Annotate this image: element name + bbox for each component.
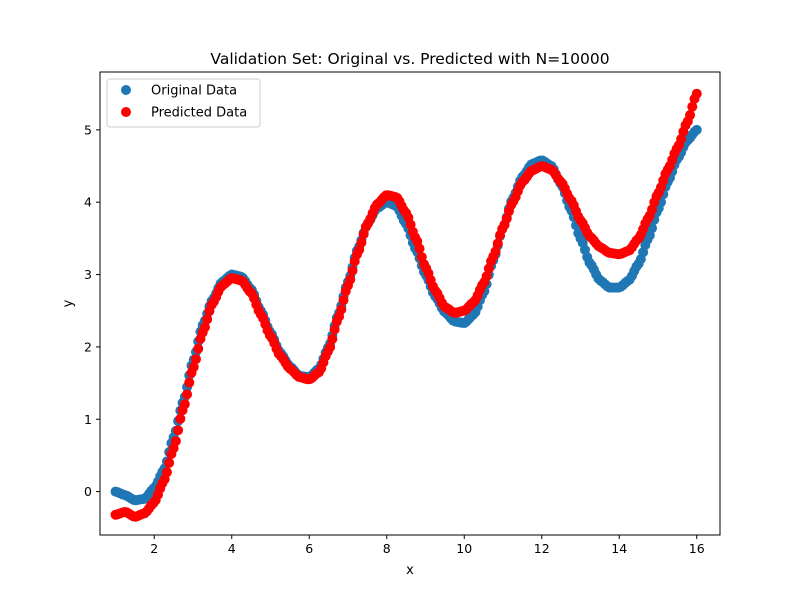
- predicted-data-point: [414, 243, 425, 254]
- predicted-data-point: [327, 334, 338, 345]
- predicted-data-point: [190, 354, 201, 365]
- predicted-data-point: [193, 343, 204, 354]
- legend-marker-predicted: [121, 107, 131, 117]
- predicted-data-point: [336, 304, 347, 315]
- y-tick-label: 4: [84, 195, 92, 210]
- predicted-data-point: [188, 361, 199, 372]
- legend-label-original: Original Data: [151, 84, 237, 99]
- chart-title: Validation Set: Original vs. Predicted w…: [210, 50, 609, 68]
- x-tick-label: 10: [456, 541, 472, 556]
- x-tick-label: 2: [150, 541, 158, 556]
- predicted-data-point: [173, 425, 184, 436]
- predicted-data-point: [329, 324, 340, 335]
- predicted-data-point: [182, 389, 193, 400]
- legend-marker-original: [121, 85, 131, 95]
- plot-frame: [99, 71, 721, 536]
- y-axis-ticks: 0 1 2 3 4 5: [84, 122, 100, 499]
- predicted-data-point: [184, 377, 195, 388]
- predicted-data-point: [490, 246, 501, 257]
- y-axis-label: y: [61, 299, 76, 307]
- x-axis-label: x: [406, 563, 414, 578]
- x-tick-label: 4: [228, 541, 236, 556]
- predicted-data-point: [202, 314, 213, 325]
- predicted-data-point: [685, 110, 696, 121]
- x-tick-label: 8: [383, 541, 391, 556]
- predicted-data-point: [175, 413, 186, 424]
- x-tick-label: 12: [534, 541, 550, 556]
- predicted-data-point: [356, 237, 367, 248]
- predicted-data-point: [179, 399, 190, 410]
- original-data-point: [691, 124, 702, 135]
- y-tick-label: 2: [84, 339, 92, 354]
- legend-label-predicted: Predicted Data: [151, 106, 247, 121]
- predicted-data-point: [338, 295, 349, 306]
- predicted-data-point: [691, 88, 702, 99]
- predicted-data-point: [161, 467, 172, 478]
- plot-points: [110, 88, 702, 522]
- legend-box: [106, 78, 261, 128]
- y-tick-label: 0: [84, 484, 92, 499]
- x-tick-label: 6: [305, 541, 313, 556]
- predicted-data-point: [345, 274, 356, 285]
- x-tick-label: 16: [689, 541, 705, 556]
- predicted-data-point: [164, 457, 175, 468]
- x-axis-ticks: 2 4 6 8 10 12 14 16: [150, 535, 705, 556]
- x-tick-label: 14: [611, 541, 627, 556]
- predicted-data-point: [492, 238, 503, 249]
- predicted-data-point: [687, 101, 698, 112]
- y-tick-label: 5: [84, 122, 92, 137]
- predicted-data-point: [170, 436, 181, 447]
- legend: Original Data Predicted Data: [106, 78, 261, 128]
- y-tick-label: 3: [84, 267, 92, 282]
- y-tick-label: 1: [84, 412, 92, 427]
- predicted-data-point: [481, 271, 492, 282]
- predicted-data-point: [199, 322, 210, 333]
- predicted-data-point: [325, 342, 336, 353]
- predicted-data-point: [347, 265, 358, 276]
